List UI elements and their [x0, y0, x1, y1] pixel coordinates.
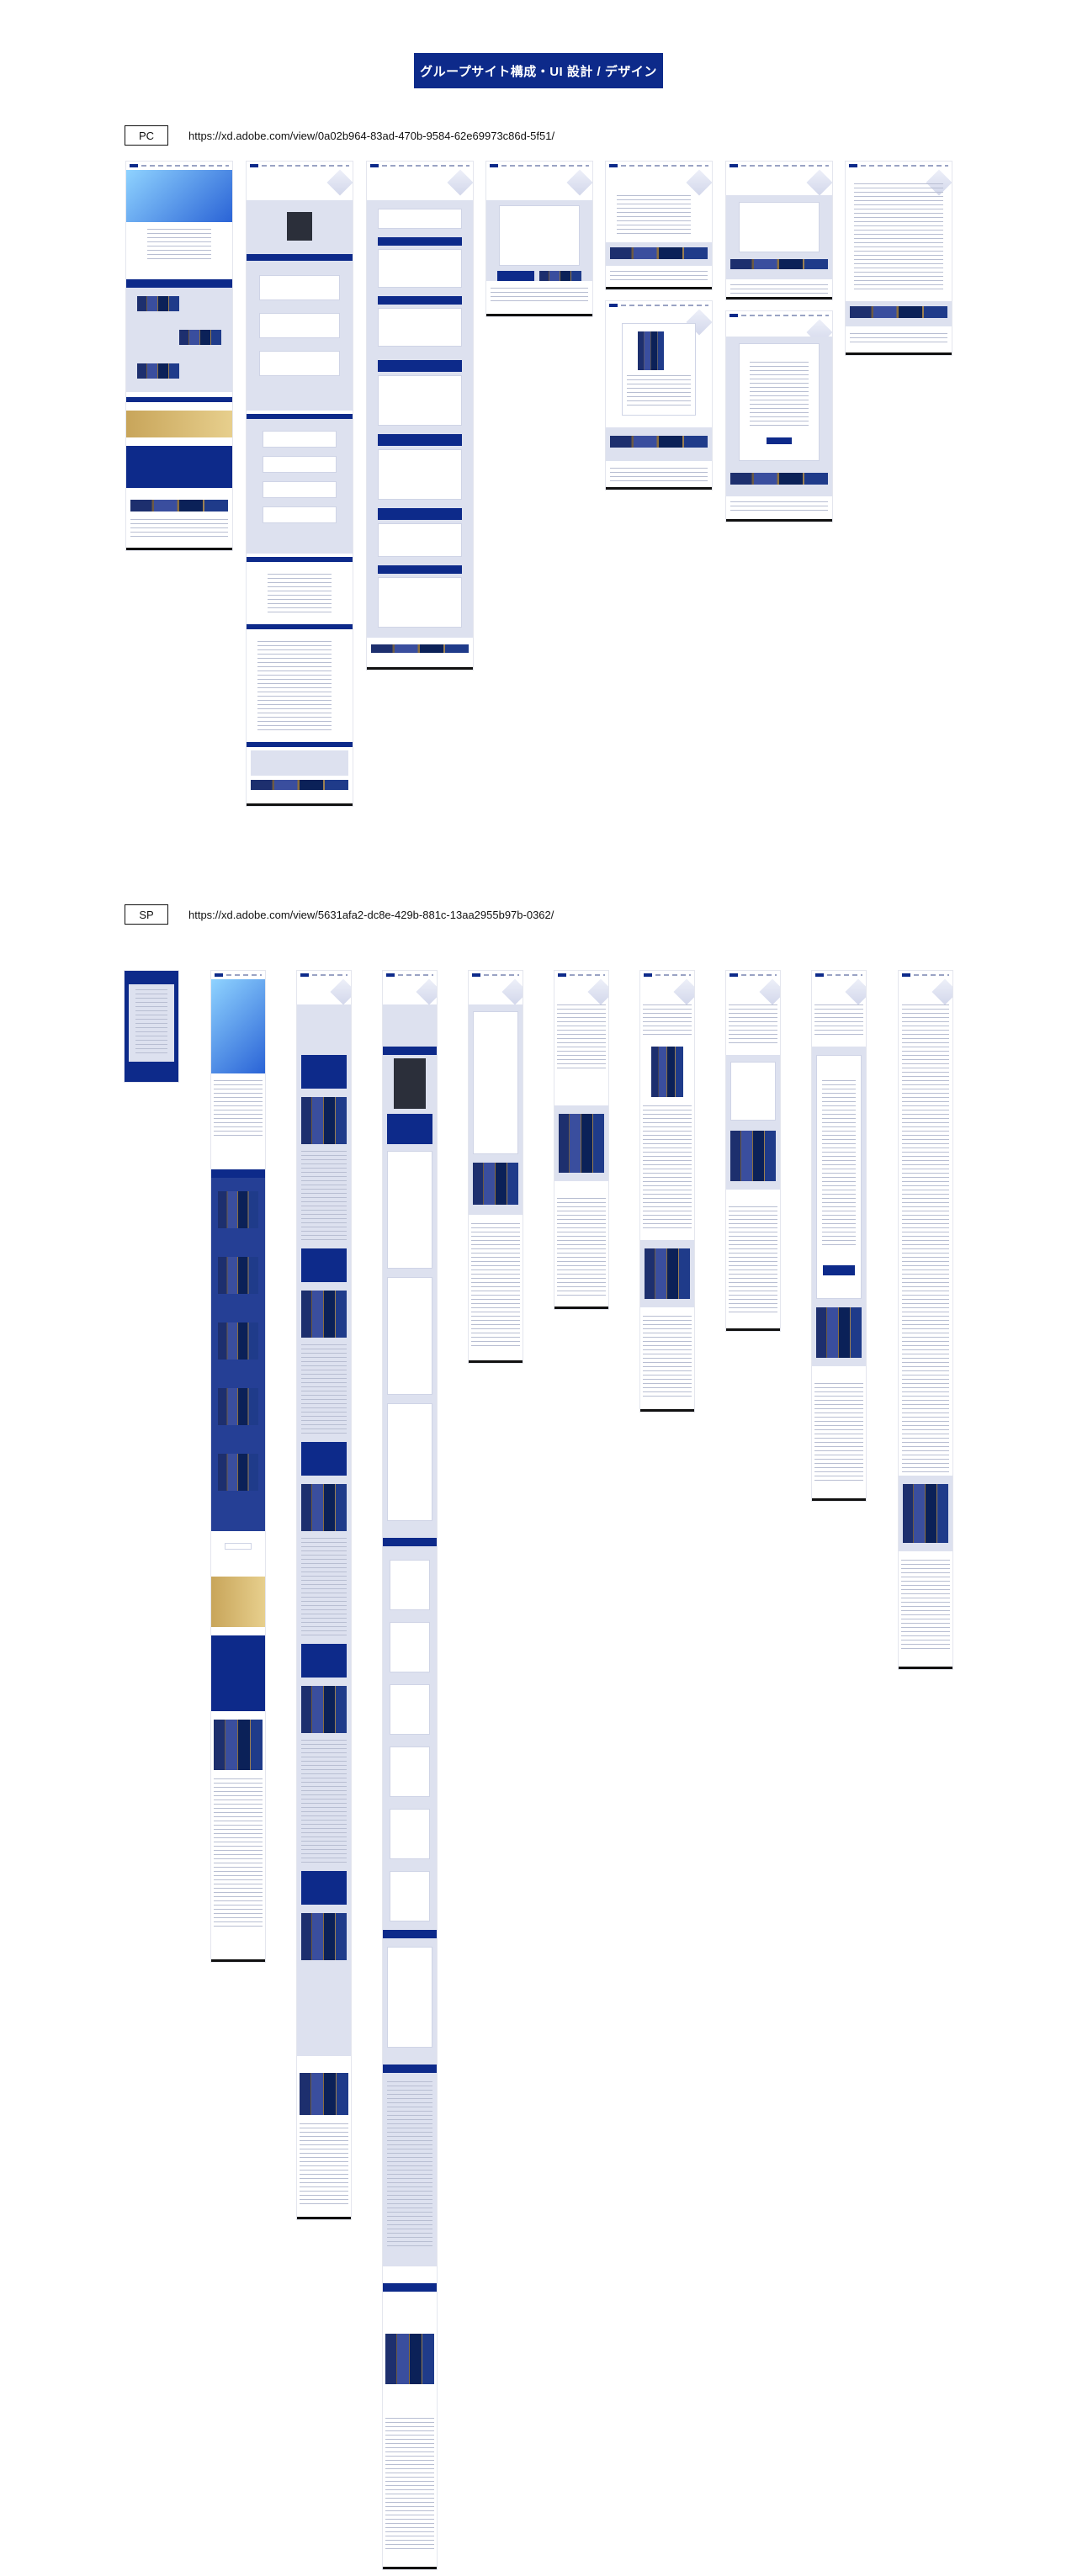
pc-mockup-business[interactable]: [367, 162, 473, 670]
pc-tag: PC: [125, 125, 168, 146]
pc-mockup-article[interactable]: [606, 301, 712, 490]
pc-mockup-contact-form[interactable]: [726, 311, 832, 522]
pc-mockup-news[interactable]: [486, 162, 592, 316]
sp-section-header: SP https://xd.adobe.com/view/5631afa2-dc…: [125, 904, 554, 925]
sp-mockup-news-list[interactable]: [554, 971, 608, 1309]
pc-mockup-top[interactable]: [126, 162, 232, 550]
sp-mockup-privacy[interactable]: [899, 971, 952, 1669]
sp-tag: SP: [125, 904, 168, 925]
sp-mockup-menu[interactable]: [125, 971, 178, 1082]
pc-mockup-contact[interactable]: [726, 162, 832, 299]
sp-mockup-top[interactable]: [211, 971, 265, 1962]
sp-mockup-contact[interactable]: [726, 971, 780, 1331]
sp-mockup-contact-form[interactable]: [812, 971, 866, 1501]
sp-mockup-business[interactable]: [297, 971, 351, 2219]
sp-mockup-news[interactable]: [469, 971, 523, 1363]
sp-mockup-article[interactable]: [640, 971, 694, 1412]
pc-mockup-privacy[interactable]: [846, 162, 952, 355]
pc-mockup-news-detail[interactable]: [606, 162, 712, 289]
pc-xd-link[interactable]: https://xd.adobe.com/view/0a02b964-83ad-…: [188, 129, 555, 142]
page-title: グループサイト構成・UI 設計 / デザイン: [414, 53, 663, 88]
sp-xd-link[interactable]: https://xd.adobe.com/view/5631afa2-dc8e-…: [188, 908, 554, 921]
pc-section-header: PC https://xd.adobe.com/view/0a02b964-83…: [125, 125, 554, 146]
sp-mockup-company[interactable]: [383, 971, 437, 2569]
pc-mockup-company[interactable]: [247, 162, 353, 806]
